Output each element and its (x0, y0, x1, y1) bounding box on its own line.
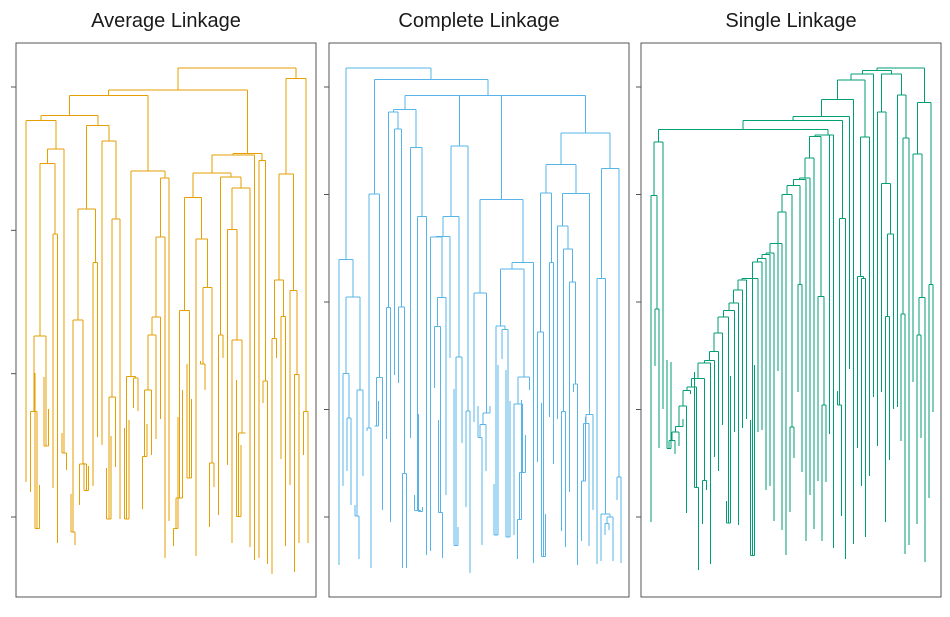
panel-frame-complete (328, 42, 630, 598)
dendrogram-complete (338, 67, 622, 573)
panel-average-linkage: Average Linkage (11, 10, 317, 598)
panel-complete-linkage: Complete Linkage (324, 10, 630, 598)
dendrogram-single (650, 67, 934, 570)
panel-title-average: Average Linkage (91, 10, 241, 32)
panel-single-linkage: Single Linkage (636, 10, 942, 598)
y-axis-ticks-average (11, 86, 16, 518)
panel-frame-average (15, 42, 317, 598)
dendrogram-average (25, 67, 309, 574)
panel-title-single: Single Linkage (725, 10, 856, 32)
y-axis-ticks-complete (324, 86, 329, 518)
y-axis-ticks-single (636, 86, 641, 518)
panel-frame-single (640, 42, 942, 598)
panel-title-complete: Complete Linkage (398, 10, 559, 32)
